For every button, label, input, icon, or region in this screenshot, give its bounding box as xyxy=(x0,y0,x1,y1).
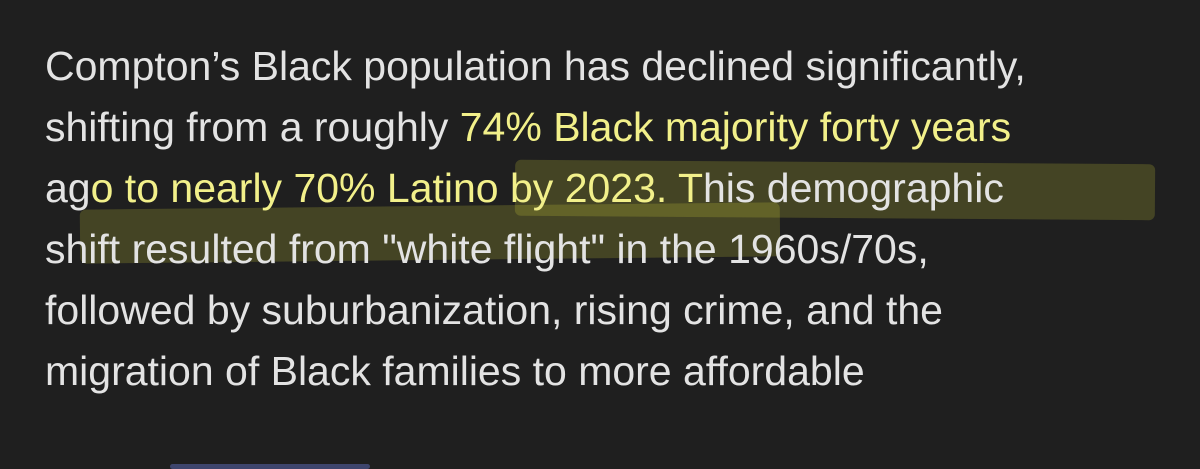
answer-paragraph: Compton’s Black population has declined … xyxy=(45,36,1175,402)
paragraph-line-3: ago to nearly 70% Latino by 2023. This d… xyxy=(45,158,1175,219)
paragraph-line-6: migration of Black families to more affo… xyxy=(45,348,865,394)
highlighted-text-2: o to nearly 70% Latino by 2023. T xyxy=(90,165,703,211)
line3-text-end: his demographic xyxy=(703,165,1004,211)
cut-off-link-underline xyxy=(170,464,370,469)
paragraph-line-2: shifting from a roughly 74% Black majori… xyxy=(45,97,1175,158)
line3-text-start: ag xyxy=(45,165,91,211)
paragraph-line-1: Compton’s Black population has declined … xyxy=(45,43,1026,89)
highlighted-text-1: 74% Black majority forty years xyxy=(459,104,1012,150)
paragraph-line-5: followed by suburbanization, rising crim… xyxy=(45,287,943,333)
paragraph-line-4: shift resulted from "white flight" in th… xyxy=(45,226,929,272)
line2-text: shifting from a roughly xyxy=(45,104,460,150)
